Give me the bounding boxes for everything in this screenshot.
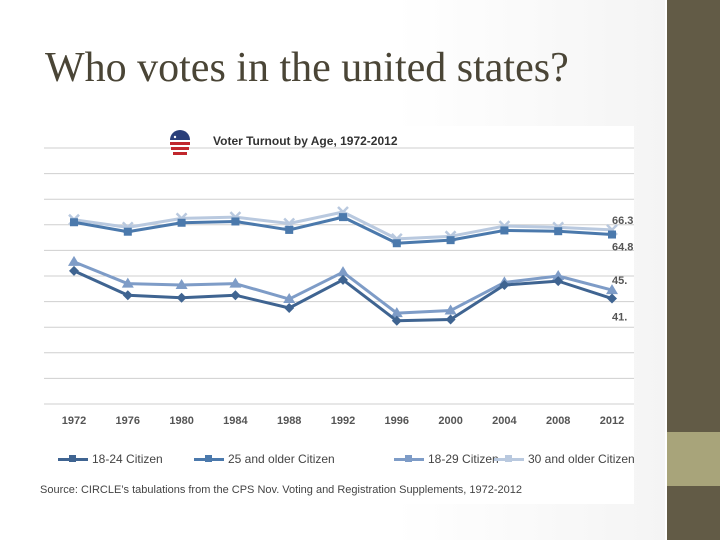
- legend-swatch: [58, 454, 88, 462]
- x-tick-label: 1976: [116, 415, 140, 427]
- legend-swatch: [494, 454, 524, 462]
- data-point: [176, 292, 187, 303]
- x-tick-label: 1988: [277, 415, 301, 427]
- data-point: [337, 266, 349, 277]
- end-value-label: 45.: [612, 275, 627, 287]
- legend-label: 25 and older Citizen: [228, 452, 335, 466]
- data-point: [500, 226, 509, 235]
- data-point: [284, 303, 295, 313]
- x-tick-label: 2008: [546, 415, 570, 427]
- data-point: [230, 290, 241, 301]
- data-point: [285, 225, 294, 234]
- line-chart: 1972 1976 1980 1984 1988 1992 1996 2000 2004 2008…: [44, 147, 634, 427]
- data-point: [229, 277, 242, 288]
- data-point: [445, 314, 456, 325]
- data-point: [390, 307, 403, 318]
- x-tick-label: 1996: [385, 415, 409, 427]
- x-tick-label: 1992: [331, 415, 355, 427]
- x-tick-label: 1980: [169, 415, 193, 427]
- x-tick-label: 2012: [600, 415, 624, 427]
- chart-panel: 1972 1976 1980 1984 1988 1992 1996 2000 2004 2008…: [36, 126, 634, 504]
- x-tick-label: 1972: [62, 415, 86, 427]
- data-point: [444, 304, 457, 315]
- data-point: [608, 230, 616, 239]
- data-point: [606, 284, 618, 295]
- data-point: [607, 293, 617, 304]
- slide-title: Who votes in the united states?: [45, 45, 569, 91]
- data-point: [70, 218, 78, 227]
- x-tick-label: 2004: [492, 415, 517, 427]
- data-point: [175, 278, 188, 289]
- decorative-sidebar-accent: [667, 432, 720, 486]
- legend-label: 18-29 Citizen: [428, 452, 499, 466]
- chart-source: Source: CIRCLE’s tabulations from the CP…: [40, 484, 523, 496]
- end-value-label: 64.8: [612, 242, 633, 254]
- data-point: [392, 239, 401, 248]
- legend-label: 18-24 Citizen: [92, 452, 163, 466]
- legend-item: 18-29 Citizen: [394, 452, 499, 466]
- data-point: [552, 270, 565, 280]
- data-point: [231, 217, 240, 226]
- end-value-label: 66.3: [612, 215, 633, 227]
- data-point: [69, 265, 79, 276]
- legend-label: 30 and older Citizen: [528, 452, 634, 466]
- data-point: [283, 293, 296, 304]
- x-tick-label: 1984: [223, 415, 248, 427]
- data-point: [339, 213, 347, 222]
- data-point: [123, 227, 132, 236]
- data-point: [554, 227, 563, 236]
- data-point: [121, 277, 134, 288]
- data-point: [446, 236, 455, 245]
- data-point: [122, 290, 133, 301]
- legend-item: 30 and older Citizen: [494, 452, 634, 466]
- legend-swatch: [194, 454, 224, 462]
- end-value-label: 41.: [612, 312, 627, 324]
- legend-item: 18-24 Citizen: [58, 452, 163, 466]
- data-point: [68, 255, 80, 266]
- chart-title: Voter Turnout by Age, 1972-2012: [213, 134, 398, 148]
- data-point: [177, 218, 186, 227]
- legend-item: 25 and older Citizen: [194, 452, 335, 466]
- data-point: [499, 279, 510, 290]
- data-point: [391, 315, 402, 326]
- data-point: [338, 274, 348, 285]
- circle-logo-icon: [170, 130, 190, 155]
- legend-swatch: [394, 454, 424, 462]
- x-tick-label: 2000: [438, 415, 462, 427]
- data-point: [553, 276, 564, 287]
- chart-legend: 18-24 Citizen 25 and older Citizen 18-29 C…: [58, 452, 634, 470]
